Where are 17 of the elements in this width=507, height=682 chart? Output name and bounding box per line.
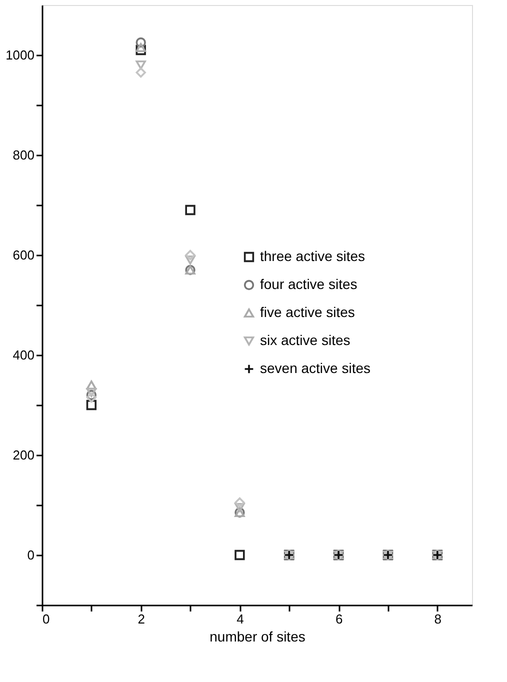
x-tick-label: 8 (434, 612, 442, 626)
legend-label: six active sites (260, 332, 350, 348)
legend-label: three active sites (260, 248, 366, 264)
x-tick-label: 2 (138, 612, 145, 626)
legend-label: seven active sites (260, 360, 370, 376)
legend-label: four active sites (260, 276, 358, 292)
legend-label: five active sites (260, 304, 355, 320)
y-tick-label: 0 (27, 548, 34, 562)
x-tick-label: 0 (42, 612, 50, 626)
x-tick-label: 6 (335, 612, 343, 626)
y-tick-label: 600 (12, 248, 34, 262)
y-tick-label: 200 (12, 448, 34, 462)
x-tick-label: 4 (236, 612, 244, 626)
x-axis-title: number of sites (210, 628, 306, 644)
y-tick-label: 1000 (6, 48, 34, 62)
y-tick-label: 400 (12, 348, 34, 362)
y-tick-label: 800 (12, 148, 34, 162)
